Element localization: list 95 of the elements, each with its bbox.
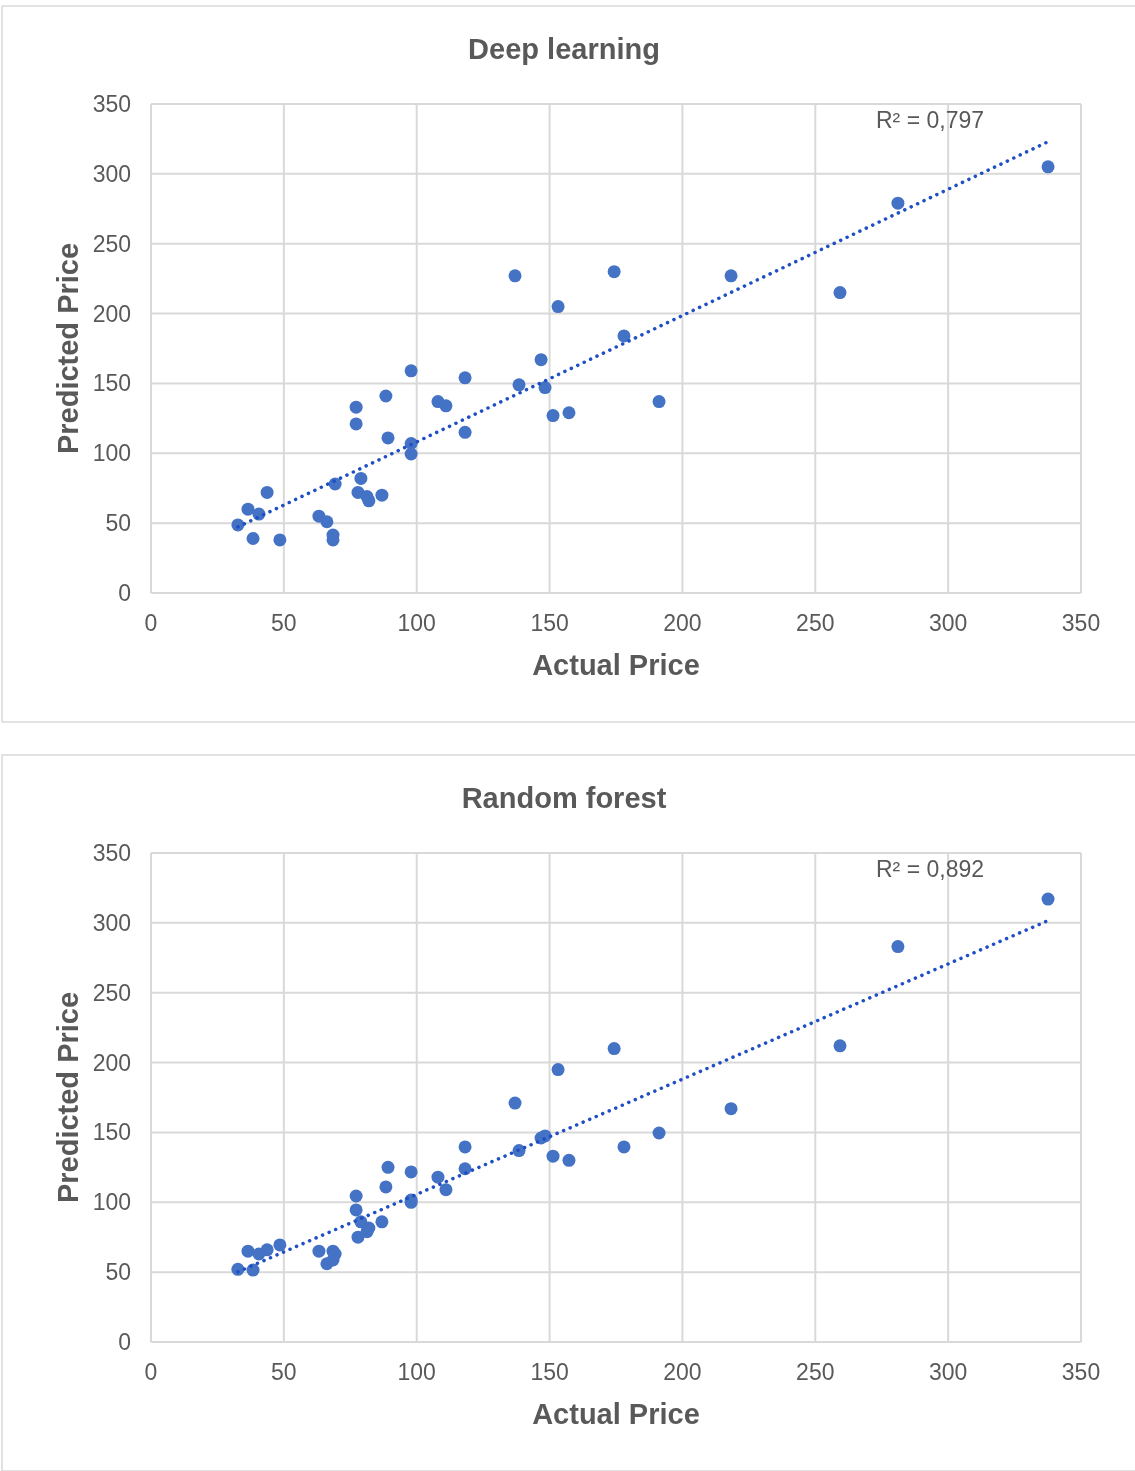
y-tick-label: 300 [92, 909, 131, 936]
y-tick-label: 0 [118, 580, 131, 607]
x-tick-label: 150 [530, 1359, 569, 1385]
x-tick-label: 200 [663, 610, 702, 636]
y-tick-label: 0 [118, 1329, 131, 1356]
point [349, 1203, 363, 1217]
point [458, 1140, 472, 1154]
x-tick-label: 250 [796, 610, 835, 636]
point [241, 502, 255, 516]
point [375, 488, 389, 502]
point [617, 329, 631, 343]
point [404, 364, 418, 378]
point [833, 1039, 847, 1053]
point [379, 389, 393, 403]
y-tick-label: 350 [92, 840, 131, 867]
point [508, 269, 522, 283]
point [241, 1244, 255, 1258]
chart-title: Deep learning [468, 33, 660, 65]
point [246, 532, 260, 546]
x-tick-label: 350 [1061, 610, 1101, 636]
x-tick-label: 250 [796, 1359, 835, 1385]
x-tick-label: 0 [144, 1359, 158, 1385]
point [724, 269, 738, 283]
point [551, 300, 565, 314]
point [1041, 160, 1055, 174]
point [260, 485, 274, 499]
point [439, 399, 453, 413]
y-tick-label: 50 [105, 1259, 131, 1286]
y-tick-label: 150 [92, 1119, 131, 1146]
point [891, 940, 905, 954]
point [833, 286, 847, 300]
x-tick-label: 150 [530, 610, 569, 636]
point [375, 1215, 389, 1229]
point [349, 417, 363, 431]
point [891, 196, 905, 210]
point [607, 265, 621, 279]
point [546, 1149, 560, 1163]
chart-title: Random forest [461, 782, 667, 814]
point [320, 515, 334, 529]
point [551, 1063, 565, 1077]
point [562, 1153, 576, 1167]
y-tick-label: 250 [92, 230, 131, 257]
point [607, 1042, 621, 1056]
x-tick-label: 350 [1061, 1359, 1101, 1385]
point [431, 1170, 445, 1184]
point [349, 400, 363, 414]
y-tick-label: 250 [92, 979, 131, 1006]
point [404, 447, 418, 461]
point [312, 1244, 326, 1258]
point [652, 1126, 666, 1140]
x-tick-label: 50 [271, 610, 297, 636]
x-axis-title: Actual Price [532, 649, 700, 681]
y-tick-label: 200 [92, 300, 131, 327]
point [273, 1238, 287, 1252]
y-tick-label: 100 [92, 440, 131, 467]
point [652, 395, 666, 409]
x-tick-label: 300 [928, 1359, 968, 1385]
x-tick-label: 200 [663, 1359, 702, 1385]
x-tick-label: 0 [144, 610, 158, 636]
point [534, 353, 548, 367]
y-axis-title: Predicted Price [52, 242, 84, 455]
y-tick-label: 300 [92, 160, 131, 187]
point [562, 406, 576, 420]
point [439, 1183, 453, 1197]
point [508, 1096, 522, 1110]
y-tick-label: 150 [92, 370, 131, 397]
y-tick-label: 350 [92, 91, 131, 118]
point [546, 409, 560, 423]
point [349, 1189, 363, 1203]
y-axis-title: Predicted Price [52, 991, 84, 1204]
point [1041, 892, 1055, 906]
point [260, 1243, 274, 1257]
x-tick-label: 50 [271, 1359, 297, 1385]
point [458, 371, 472, 385]
annotation: R² = 0,797 [876, 107, 985, 133]
point [381, 1160, 395, 1174]
x-tick-label: 100 [397, 610, 436, 636]
point [362, 494, 376, 508]
y-tick-label: 200 [92, 1049, 131, 1076]
x-tick-label: 300 [928, 610, 968, 636]
point [354, 471, 368, 485]
point [379, 1180, 393, 1194]
point [273, 533, 287, 547]
point [512, 378, 526, 392]
point [458, 425, 472, 439]
point [538, 381, 552, 395]
point [381, 431, 395, 445]
point [404, 1165, 418, 1179]
y-tick-label: 50 [105, 510, 131, 537]
x-tick-label: 100 [397, 1359, 436, 1385]
x-axis-title: Actual Price [532, 1398, 700, 1430]
y-tick-label: 100 [92, 1189, 131, 1216]
point [617, 1140, 631, 1154]
point [724, 1102, 738, 1116]
annotation: R² = 0,892 [876, 856, 985, 882]
